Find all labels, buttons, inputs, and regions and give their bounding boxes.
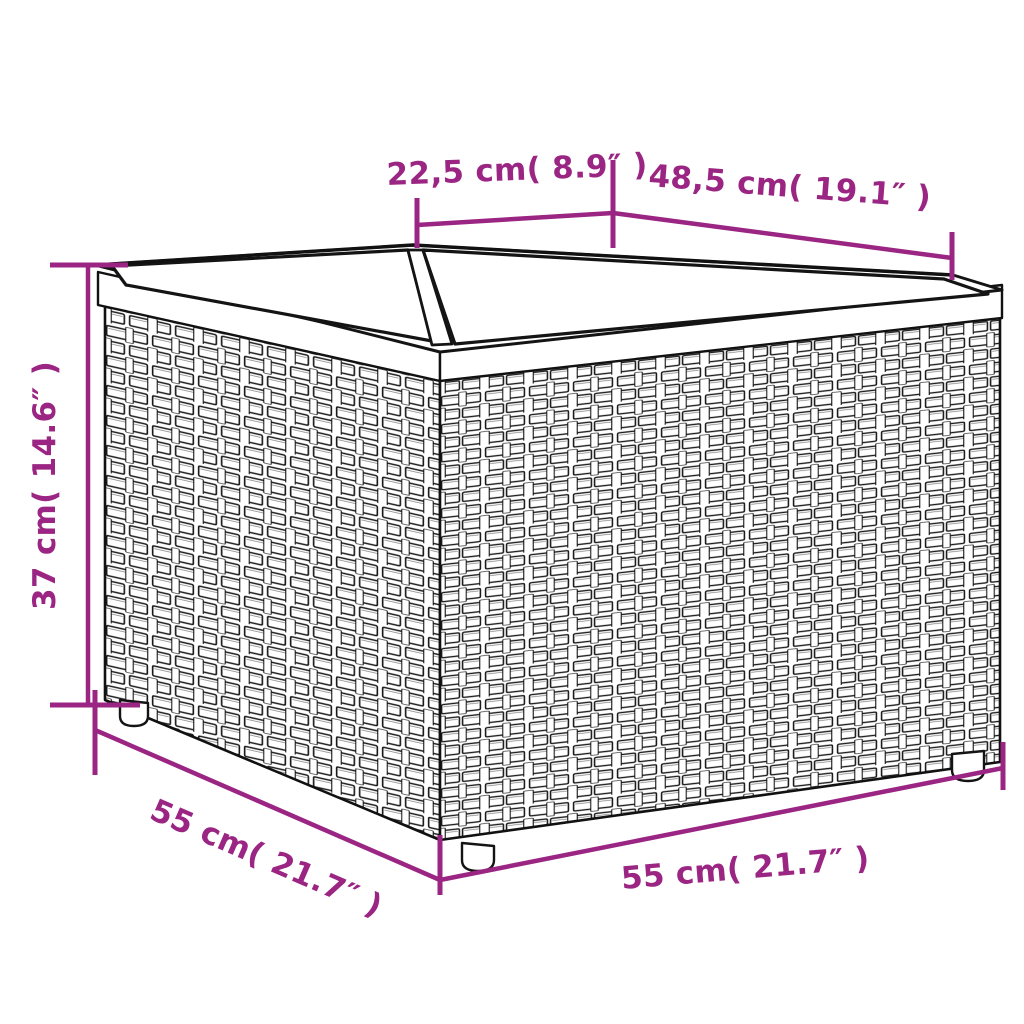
rattan-side-face [438, 310, 1002, 842]
dimension-label-top-right: 48,5 cm( 19.1″ ) [647, 158, 932, 216]
dimension-label-height: 37 cm( 14.6″ ) [27, 361, 63, 610]
tabletop-divider-rail [406, 248, 454, 347]
glass-panel-right [421, 248, 990, 346]
dimension-height: 37 cm( 14.6″ ) [27, 262, 140, 708]
dimension-top-left: 22,5 cm( 8.9″ ) [386, 147, 648, 248]
dimension-label-depth: 55 cm( 21.7″ ) [145, 792, 388, 924]
foot-front-right [460, 841, 496, 873]
dimension-label-top-left: 22,5 cm( 8.9″ ) [386, 147, 648, 193]
table-illustration [93, 243, 1004, 873]
dimension-label-width: 55 cm( 21.7″ ) [620, 840, 871, 897]
